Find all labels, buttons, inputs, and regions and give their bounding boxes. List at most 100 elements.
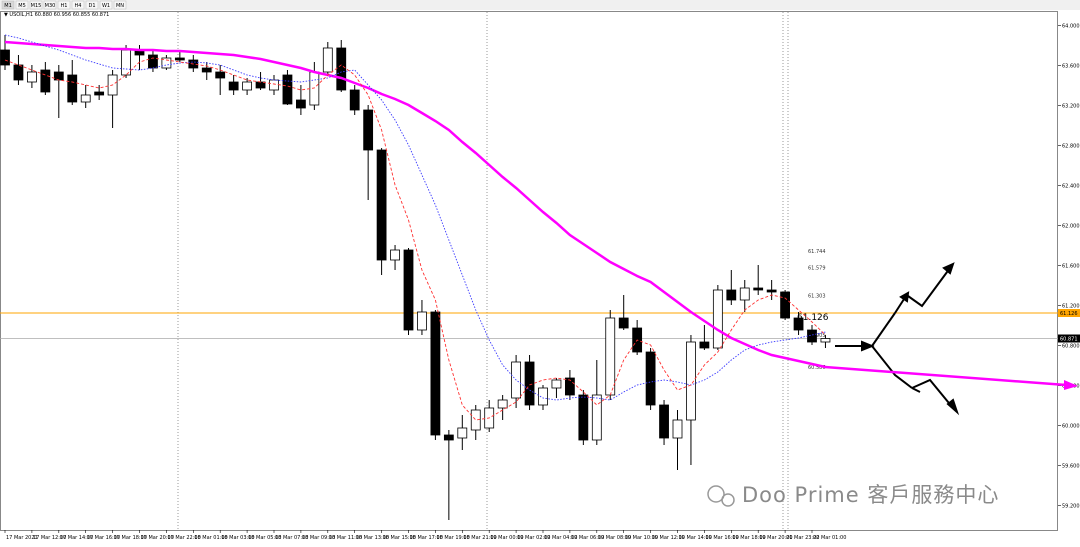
y-tick-label: 59.600: [1062, 464, 1080, 470]
x-tick-label: 19 Mar 16:00: [705, 535, 738, 541]
x-tick-label: 18 Mar 01:00: [194, 535, 227, 541]
candle-body: [0, 49, 10, 66]
moving-average: [4, 34, 826, 401]
arrow-head: [946, 398, 960, 416]
candle-body: [739, 287, 750, 301]
y-tick-label: 61.200: [1062, 304, 1080, 310]
y-tick-label: 63.600: [1062, 64, 1080, 70]
last-price-box: [1058, 334, 1080, 343]
timeframe-button[interactable]: [1, 0, 15, 10]
arrow-head: [1064, 380, 1078, 390]
candle-body: [766, 289, 777, 293]
timeframe-label[interactable]: H1: [61, 3, 68, 9]
x-tick-label: 17 Mar 16:00: [87, 535, 120, 541]
y-tick-label: 62.400: [1062, 184, 1080, 190]
candle-body: [40, 69, 51, 93]
watermark-text: Doo Prime 客戶服務中心: [742, 483, 999, 507]
candle-body: [578, 394, 589, 441]
level-annotation: 61.579: [808, 266, 826, 272]
timeframe-button[interactable]: [29, 0, 43, 10]
candle-body: [67, 74, 78, 103]
level-label: 61.126: [797, 313, 829, 323]
candle-body: [443, 434, 454, 441]
timeframe-button[interactable]: [85, 0, 99, 10]
y-tick-label: 59.200: [1062, 504, 1080, 510]
symbol-info: ▼ USOIL,H1 60.880 60.956 60.855 60.871: [4, 12, 109, 18]
candle-body: [659, 404, 669, 439]
arrow: [911, 387, 921, 393]
arrow-head: [942, 262, 955, 275]
timeframe-button[interactable]: [15, 0, 29, 10]
timeframe-button[interactable]: [99, 0, 113, 10]
last-price-label: 60.871: [1060, 337, 1078, 343]
candle-body: [605, 317, 616, 396]
candle-body: [336, 47, 347, 91]
candle-body: [349, 89, 360, 111]
timeframe-button[interactable]: [43, 0, 57, 10]
candle-body: [174, 57, 185, 61]
timeframe-label[interactable]: M5: [18, 3, 26, 9]
candle-body: [269, 79, 279, 91]
candle-body: [565, 377, 575, 396]
candle-body: [470, 409, 481, 431]
candle-body: [94, 91, 105, 96]
wechat-icon: [707, 485, 725, 503]
timeframe-buttons: M1 M5 M15 M30 H1 H4 D1 W1 MN: [1, 0, 127, 10]
candle-body: [820, 338, 831, 343]
y-tick-label: 60.800: [1062, 344, 1080, 350]
candle-body: [390, 249, 400, 261]
x-tick-label: 18 Mar 05:00: [248, 535, 281, 541]
candle-body: [215, 71, 226, 79]
x-tick-label: 19 Mar 20:00: [759, 535, 792, 541]
timeframe-label[interactable]: M1: [4, 3, 12, 9]
candle-body: [282, 74, 293, 105]
x-tick-label: 18 Mar 09:00: [302, 535, 335, 541]
candle-body: [538, 387, 548, 406]
candle-body: [645, 351, 656, 406]
candle-body: [26, 71, 37, 83]
timeframe-label[interactable]: M15: [31, 3, 42, 9]
x-tick-label: 18 Mar 21:00: [463, 535, 496, 541]
timeframe-button[interactable]: [113, 0, 127, 10]
timeframe-button[interactable]: [57, 0, 71, 10]
candle-body: [403, 249, 414, 331]
timeframe-label[interactable]: MN: [116, 3, 124, 9]
timeframe-label[interactable]: M30: [45, 3, 56, 9]
x-tick-label: 17 Mar 14:00: [60, 535, 93, 541]
level-annotation: 60.586: [808, 365, 826, 371]
candle-body: [699, 341, 710, 349]
x-tick-label: 17 Mar 20:00: [141, 535, 174, 541]
timeframe-label[interactable]: H4: [75, 3, 82, 9]
y-tick-label: 60.000: [1062, 424, 1080, 430]
ma-projection: [824, 365, 1078, 390]
level-annotation: 61.744: [808, 249, 826, 255]
x-tick-label: 17 Mar 18:00: [114, 535, 147, 541]
candle-body: [551, 379, 562, 389]
y-tick-label: 62.000: [1062, 224, 1080, 230]
x-tick-label: 19 Mar 10:00: [625, 535, 658, 541]
moving-average: [4, 40, 826, 369]
x-tick-label: 18 Mar 17:00: [410, 535, 443, 541]
candle-body: [524, 361, 535, 406]
x-tick-label: 17 Mar 12:00: [33, 535, 66, 541]
candle-body: [363, 109, 374, 151]
toolbar: [0, 0, 1080, 10]
x-tick-label: 17 Mar 22:00: [167, 535, 200, 541]
x-tick-label: 19 Mar 02:00: [517, 535, 550, 541]
projection-line: [824, 365, 1067, 387]
x-tick-label: 17 Mar 2021: [6, 535, 38, 541]
level-price-box: [1058, 309, 1080, 317]
candle-body: [753, 287, 764, 291]
candle-body: [309, 71, 320, 106]
timeframe-label[interactable]: W1: [102, 3, 110, 9]
candle-body: [618, 317, 629, 329]
x-tick-label: 18 Mar 19:00: [436, 535, 469, 541]
x-tick-label: 19 Mar 12:00: [652, 535, 685, 541]
candle-body: [672, 419, 683, 439]
timeframe-label[interactable]: D1: [88, 3, 95, 9]
x-tick-label: 19 Mar 00:00: [490, 535, 523, 541]
timeframe-button[interactable]: [71, 0, 85, 10]
candle-body: [322, 47, 333, 73]
candle-body: [591, 394, 602, 441]
